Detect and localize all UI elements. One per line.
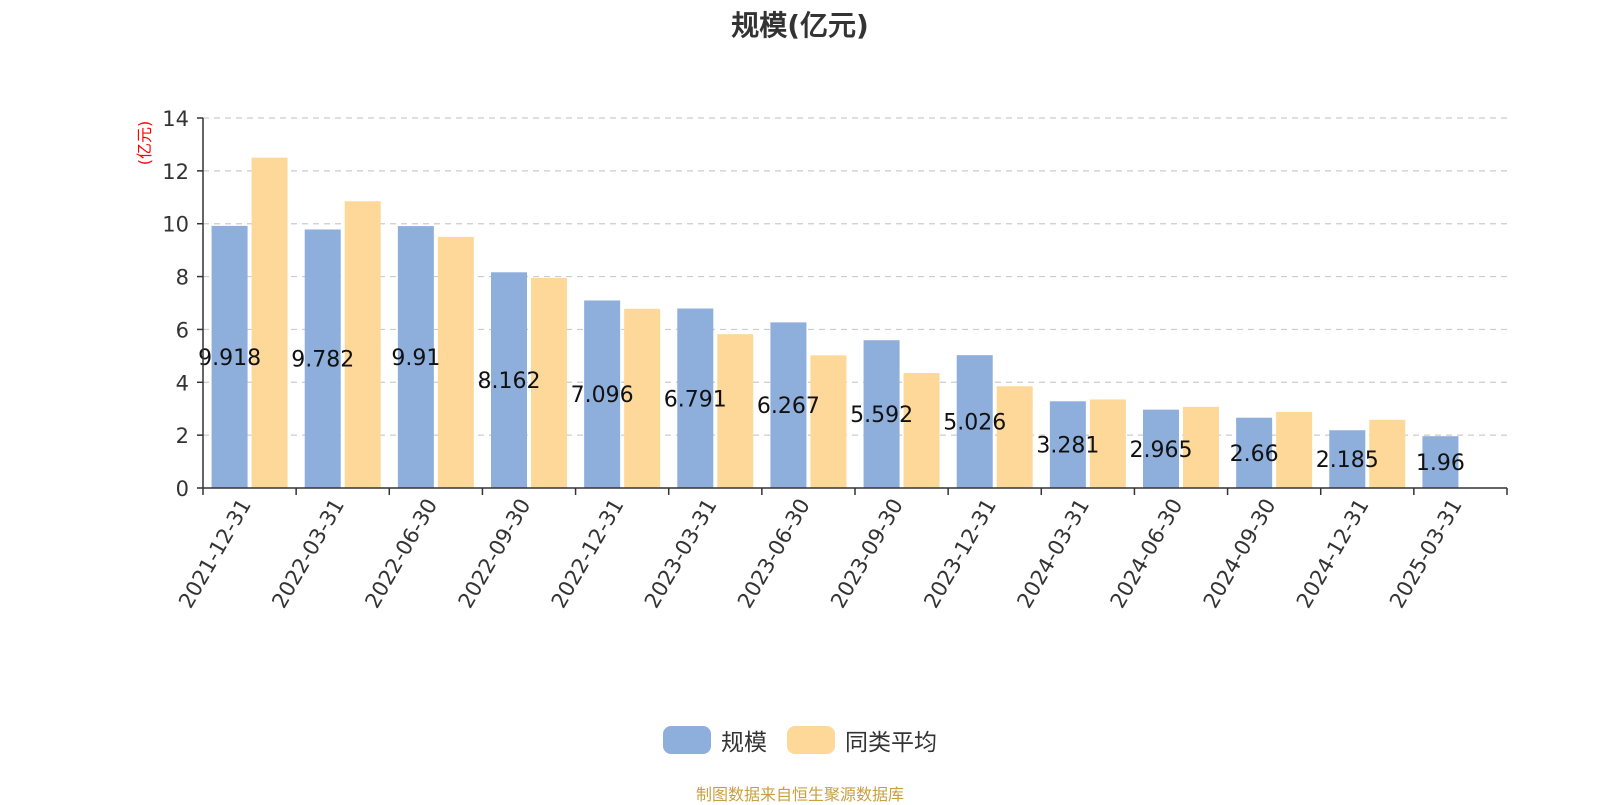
bar-peer-average	[1089, 399, 1126, 488]
bar-scale	[397, 226, 434, 489]
x-tick-label: 2024-09-30	[1199, 495, 1281, 613]
x-tick-label: 2022-09-30	[454, 495, 536, 613]
legend-swatch-scale	[663, 726, 711, 754]
bar-peer-average	[624, 308, 661, 488]
y-axis-label: (亿元)	[135, 121, 154, 166]
bar-peer-average	[717, 334, 754, 488]
bar-peer-average	[903, 373, 940, 488]
y-tick-label: 12	[162, 160, 189, 184]
data-label-scale: 9.782	[291, 348, 354, 373]
chart-title: 规模(亿元)	[731, 9, 869, 42]
data-label-scale: 2.66	[1230, 442, 1279, 467]
source-note: 制图数据来自恒生聚源数据库	[695, 785, 904, 804]
bar-scale	[1422, 436, 1459, 488]
legend-label-peer-average: 同类平均	[845, 730, 937, 756]
bar-scale	[211, 225, 248, 489]
data-label-scale: 9.918	[198, 346, 261, 371]
bar-peer-average	[810, 355, 847, 488]
y-tick-label: 4	[176, 371, 189, 395]
x-tick-label: 2023-03-31	[640, 495, 722, 613]
bar-scale	[863, 340, 900, 488]
data-label-scale: 1.96	[1416, 451, 1465, 476]
bar-peer-average	[437, 236, 474, 488]
x-tick-label: 2024-06-30	[1106, 495, 1188, 613]
y-tick-label: 2	[176, 424, 189, 448]
bar-scale	[677, 308, 714, 488]
bar-scale	[956, 355, 993, 488]
bar-scale	[770, 322, 807, 488]
data-label-scale: 9.91	[391, 346, 440, 371]
bar-scale	[1049, 401, 1086, 488]
x-tick-label: 2022-06-30	[360, 495, 442, 613]
bar-scale	[1329, 430, 1366, 488]
y-tick-label: 10	[162, 213, 189, 237]
x-tick-label: 2023-06-30	[733, 495, 815, 613]
x-tick-label: 2024-03-31	[1012, 495, 1094, 613]
data-label-scale: 2.185	[1316, 448, 1379, 473]
y-tick-label: 14	[162, 107, 189, 131]
bar-scale	[1143, 409, 1179, 488]
data-labels: 9.918 9.782 9.91 8.162 7.096 6.791 6.267 5.592 5…	[198, 346, 1465, 476]
legend: 规模 同类平均	[0, 720, 1600, 760]
y-tick-label: 0	[176, 477, 189, 501]
x-tick-label: 2022-03-31	[267, 495, 349, 613]
bar-peer-average	[531, 277, 567, 488]
bar-scale	[304, 229, 341, 488]
x-tick-label: 2022-12-31	[547, 495, 629, 613]
x-tick-label: 2023-09-30	[826, 495, 908, 613]
data-label-scale: 7.096	[571, 383, 634, 408]
data-label-scale: 5.026	[943, 411, 1006, 436]
legend-item-scale[interactable]: 规模	[663, 723, 767, 757]
data-label-scale: 8.162	[478, 369, 541, 394]
legend-swatch-peer-average	[787, 726, 835, 754]
bar-scale	[1236, 417, 1273, 488]
x-tick-label: 2023-12-31	[919, 495, 1001, 613]
grid-lines	[203, 117, 1507, 436]
bar-peer-average	[1369, 419, 1406, 488]
x-tick-label: 2024-12-31	[1292, 495, 1374, 613]
y-tick-label: 6	[176, 318, 189, 342]
x-tick-label: 2021-12-31	[174, 495, 256, 613]
legend-item-peer-average[interactable]: 同类平均	[787, 723, 937, 757]
data-label-scale: 5.592	[850, 403, 913, 428]
data-label-scale: 2.965	[1130, 438, 1193, 463]
data-label-scale: 3.281	[1036, 434, 1099, 459]
data-label-scale: 6.791	[664, 387, 727, 412]
bar-peer-average	[344, 201, 381, 488]
bar-scale	[584, 300, 621, 488]
bar-scale	[491, 272, 527, 488]
data-label-scale: 6.267	[757, 394, 820, 419]
bar-peer-average	[251, 157, 288, 488]
bar-peer-average	[996, 386, 1033, 488]
bars	[211, 157, 1459, 489]
x-tick-label: 2025-03-31	[1385, 495, 1467, 613]
bar-peer-average	[1183, 406, 1219, 488]
legend-label-scale: 规模	[721, 730, 767, 756]
y-tick-label: 8	[176, 266, 189, 290]
bar-peer-average	[1276, 411, 1313, 488]
